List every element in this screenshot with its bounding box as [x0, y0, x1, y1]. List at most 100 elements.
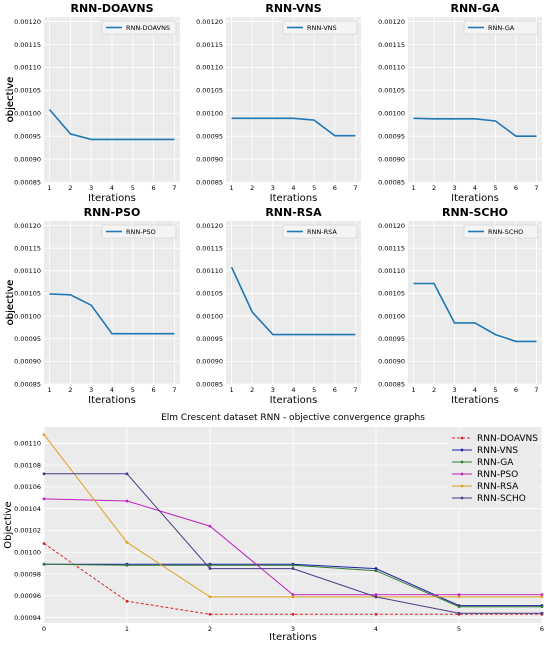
y-tick-label: 0.00095: [196, 335, 223, 343]
data-point: [208, 612, 212, 616]
subplot-6: 0.00085 0.00090 0.00095 0.00100 0.00105 0.001…: [5, 206, 542, 406]
x-tick-label: 7: [534, 386, 538, 394]
y-axis-label: objective: [5, 280, 16, 326]
y-axis-label: objective: [5, 77, 16, 123]
x-tick-label: 4: [473, 184, 477, 192]
y-tick-label: 0.00120: [196, 18, 223, 26]
legend-marker: [460, 472, 464, 476]
legend-label: RNN-GA: [488, 24, 515, 32]
y-tick-label: 0.00105: [378, 290, 405, 298]
x-tick-label: 2: [250, 184, 254, 192]
x-tick-label: 5: [131, 184, 135, 192]
series-line: [413, 282, 537, 343]
y-tick-label: 0.00105: [378, 87, 405, 95]
x-axis-label: Iterations: [88, 193, 136, 204]
y-tick-label: 0.00115: [14, 41, 41, 49]
x-tick-label: 0: [42, 625, 46, 633]
x-tick-label: 7: [534, 184, 538, 192]
combined-chart: 0.00094 0.00096 0.00098 0.00100 0.00102 0.001…: [3, 413, 544, 643]
legend-box: [282, 20, 358, 35]
y-tick-label: 0.00095: [378, 335, 405, 343]
y-tick-label: 0.00115: [196, 244, 223, 252]
data-point: [374, 612, 378, 616]
data-point: [208, 524, 212, 528]
y-tick-label: 0.00095: [14, 132, 41, 140]
subplot-4: 0.00085 0.00090 0.00095 0.00100 0.00105 0.001…: [5, 206, 180, 406]
y-tick-label: 0.00085: [14, 380, 41, 388]
data-point: [125, 563, 129, 567]
y-tick-label: 0.00120: [378, 222, 405, 230]
y-tick-label: 0.00110: [196, 64, 223, 72]
x-tick-label: 2: [68, 386, 72, 394]
series-line: [48, 109, 175, 141]
data-point: [540, 595, 544, 599]
y-tick-label: 0.00090: [14, 155, 41, 163]
x-axis-label: Iterations: [270, 193, 318, 204]
x-tick-label: 1: [48, 184, 52, 192]
y-axis-label: objective: [5, 280, 16, 326]
x-tick-label: 2: [250, 386, 254, 394]
subplot-title: RNN-PSO: [84, 206, 141, 219]
data-point: [457, 605, 461, 609]
y-tick-label: 0.00100: [14, 312, 41, 320]
legend-label: RNN-VNS: [477, 446, 518, 456]
y-tick-label: 0.00085: [378, 380, 405, 388]
x-tick-label: 7: [353, 386, 357, 394]
x-tick-label: 1: [230, 386, 234, 394]
x-tick-label: 5: [312, 386, 316, 394]
x-tick-label: 5: [457, 625, 461, 633]
legend-label: RNN-SCHO: [488, 228, 523, 236]
x-axis-label: Iterations: [269, 632, 317, 643]
y-tick-label: 0.00085: [196, 178, 223, 186]
legend-label: RNN-GA: [477, 458, 514, 468]
series-line: [49, 293, 175, 335]
x-tick-label: 3: [271, 184, 275, 192]
x-tick-label: 1: [411, 386, 415, 394]
y-tick-label: 0.00095: [378, 132, 405, 140]
data-point: [208, 595, 212, 599]
legend-label: RNN-PSO: [126, 228, 156, 236]
y-tick-label: 0.00100: [196, 110, 223, 118]
y-tick-label: 0.00105: [14, 290, 41, 298]
subplot-2: 0.00085 0.00090 0.00095 0.00100 0.00105 0.001…: [5, 2, 361, 204]
y-axis-label: objective: [5, 77, 16, 123]
y-tick-label: 0.00095: [14, 335, 41, 343]
data-point: [291, 595, 295, 599]
x-tick-label: 6: [152, 184, 156, 192]
legend-marker: [460, 460, 464, 464]
x-tick-label: 4: [291, 386, 295, 394]
x-tick-label: 5: [493, 386, 497, 394]
legend-marker: [460, 484, 464, 488]
data-point: [42, 433, 46, 437]
data-point: [291, 563, 295, 567]
legend-label: RNN-RSA: [307, 228, 337, 236]
x-tick-label: 1: [411, 184, 415, 192]
x-tick-label: 1: [125, 625, 129, 633]
data-point: [42, 472, 46, 476]
x-tick-label: 7: [172, 184, 176, 192]
x-tick-label: 7: [353, 184, 357, 192]
y-tick-label: 0.00120: [14, 222, 41, 230]
y-tick-label: 0.00110: [14, 440, 41, 448]
x-tick-label: 6: [152, 386, 156, 394]
legend-box: [101, 20, 177, 35]
y-tick-label: 0.00120: [378, 18, 405, 26]
y-tick-label: 0.00085: [196, 380, 223, 388]
x-axis-label: Iterations: [451, 395, 499, 406]
x-tick-label: 7: [172, 386, 176, 394]
x-tick-label: 3: [89, 184, 93, 192]
y-tick-label: 0.00102: [14, 527, 41, 535]
y-tick-label: 0.00115: [378, 244, 405, 252]
x-tick-label: 5: [493, 184, 497, 192]
y-tick-label: 0.00110: [196, 267, 223, 275]
x-tick-label: 1: [230, 184, 234, 192]
data-point: [374, 593, 378, 597]
y-axis-label: objective: [5, 77, 16, 123]
y-tick-label: 0.00100: [14, 549, 41, 557]
y-tick-label: 0.00108: [14, 461, 41, 469]
subplot-title: RNN-RSA: [265, 206, 322, 219]
data-point: [374, 595, 378, 599]
legend-box: [463, 224, 539, 239]
x-tick-label: 6: [540, 625, 544, 633]
